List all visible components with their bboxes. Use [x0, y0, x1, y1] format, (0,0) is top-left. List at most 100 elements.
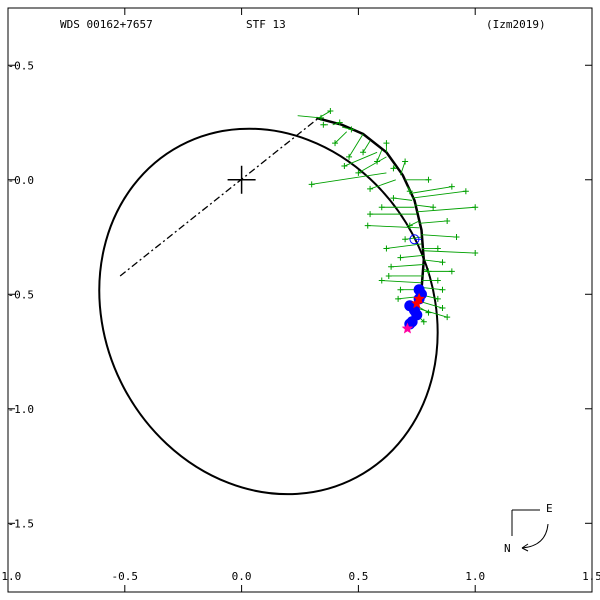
- observation-plus: [320, 121, 327, 128]
- observation-plus: [355, 169, 362, 176]
- residual-line: [318, 110, 331, 119]
- residual-line: [421, 234, 457, 238]
- observation-plus: [448, 183, 455, 190]
- observation-plus: [395, 295, 402, 302]
- x-tick-label: 0.5: [348, 570, 368, 583]
- observation-star: [401, 322, 414, 334]
- observation-plus: [439, 305, 446, 312]
- residual-line: [391, 264, 424, 268]
- compass-north-label: N: [504, 542, 511, 555]
- residual-line: [409, 186, 452, 194]
- residual-line: [419, 220, 448, 224]
- y-tick-label: -0.5: [8, 59, 35, 72]
- observation-plus: [348, 126, 355, 133]
- observation-plus: [346, 153, 353, 160]
- observation-plus: [434, 295, 441, 302]
- x-tick-label: -0.5: [112, 570, 139, 583]
- observation-plus: [434, 277, 441, 284]
- observation-plus: [390, 195, 397, 202]
- residual-line: [381, 280, 422, 284]
- residual-line: [414, 204, 434, 208]
- residual-line: [367, 225, 420, 229]
- observation-plus: [402, 236, 409, 243]
- observation-plus: [444, 314, 451, 321]
- residual-line: [409, 220, 420, 226]
- observation-plus: [439, 259, 446, 266]
- x-tick-label: 1.5: [582, 570, 600, 583]
- observation-plus: [397, 286, 404, 293]
- residual-line: [416, 307, 448, 318]
- observation-plus: [364, 222, 371, 229]
- observation-plus: [444, 217, 451, 224]
- x-tick-label: 1.0: [465, 570, 485, 583]
- y-tick-label: -0.5: [8, 288, 35, 301]
- residual-line: [412, 190, 466, 199]
- residual-line: [421, 286, 443, 291]
- observation-plus: [472, 204, 479, 211]
- observation-plus: [378, 277, 385, 284]
- residual-line: [348, 133, 364, 158]
- header-reference: (Izm2019): [486, 18, 546, 31]
- header-wds-id: WDS 00162+7657: [60, 18, 153, 31]
- plot-frame: [7, 7, 593, 593]
- observation-plus: [383, 140, 390, 147]
- compass: E N: [504, 502, 553, 555]
- x-tick-label: -1.0: [0, 570, 21, 583]
- observation-plus: [388, 263, 395, 270]
- residual-line: [400, 161, 406, 176]
- y-tick-label: -1.0: [8, 403, 35, 416]
- observation-plus: [420, 318, 427, 325]
- observation-plus: [336, 119, 343, 126]
- residual-line: [423, 250, 476, 254]
- observation-plus: [385, 272, 392, 279]
- residual-line: [334, 131, 348, 144]
- residual-line: [344, 151, 378, 167]
- y-tick-label: -1.5: [8, 517, 35, 530]
- observation-star: [413, 292, 425, 304]
- observation-plus: [341, 163, 348, 170]
- residual-line: [362, 140, 371, 153]
- residual-line: [369, 179, 396, 190]
- residual-line: [358, 156, 387, 174]
- residual-line: [416, 206, 476, 213]
- x-tick-label: 0.0: [232, 570, 252, 583]
- observation-plus: [430, 204, 437, 211]
- residual-line: [393, 197, 413, 201]
- axis-ticks: -1.0 -0.5 0.0 0.5 1.0 1.5 -0.5 -0.0 -0.5 -1.0 -1.5: [0, 8, 600, 592]
- chart-marks: [98, 108, 479, 496]
- observation-plus: [397, 254, 404, 261]
- residual-line: [386, 243, 422, 249]
- observation-plus: [308, 181, 315, 188]
- compass-arrowhead: [521, 543, 529, 552]
- residual-line: [400, 254, 424, 259]
- observation-plus: [327, 108, 334, 115]
- observation-open-circle: [409, 234, 420, 245]
- residual-line: [423, 259, 443, 263]
- observation-plus: [434, 245, 441, 252]
- observation-plus: [367, 211, 374, 218]
- compass-east-label: E: [546, 502, 553, 515]
- observation-plus: [472, 250, 479, 257]
- observation-plus: [383, 245, 390, 252]
- orbit-ellipse: [98, 127, 439, 496]
- observation-star: [411, 297, 423, 309]
- observation-plus: [448, 268, 455, 275]
- observation-plus: [425, 176, 432, 183]
- observation-plus: [367, 185, 374, 192]
- residual-line: [376, 149, 383, 162]
- observation-plus: [390, 165, 397, 172]
- observation-plus: [462, 188, 469, 195]
- observation-plus: [332, 140, 339, 147]
- residual-line: [297, 115, 322, 119]
- observation-plus: [453, 234, 460, 241]
- compass-rotation-arc: [521, 523, 549, 549]
- header-star-name: STF 13: [246, 18, 286, 31]
- observation-plus: [402, 158, 409, 165]
- observation-plus: [439, 286, 446, 293]
- line-of-nodes: [119, 117, 320, 277]
- residual-line: [311, 172, 387, 185]
- observation-plus: [360, 149, 367, 156]
- observation-plus: [378, 204, 385, 211]
- y-tick-label: -0.0: [8, 174, 35, 187]
